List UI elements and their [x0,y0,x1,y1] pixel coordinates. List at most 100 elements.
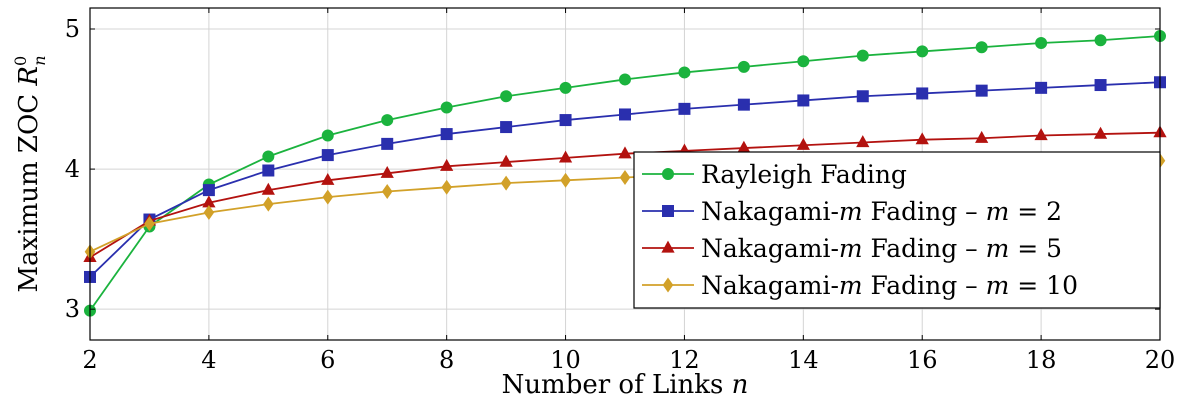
legend-label: Nakagami-m Fading – m = 10 [701,271,1078,300]
data-point [797,94,810,107]
legend-entry-3: Nakagami-m Fading – m = 5 [642,234,1062,263]
data-point [619,73,631,86]
data-point [321,149,334,162]
data-point [559,114,572,127]
legend-label-part: m [986,234,1010,263]
data-point [737,140,751,153]
data-point [797,55,810,68]
x-tick-label: 8 [439,346,454,374]
legend-label-part: = 5 [1009,234,1062,263]
legend-label-part: Nakagami- [701,234,839,263]
legend: Rayleigh Fading Nakagami-m Fading – m = 2… [633,151,1161,309]
y-axis-title: Maximum ZOC R0n [11,55,49,292]
data-point [1035,81,1048,94]
data-point [559,81,572,94]
data-point [558,150,573,163]
x-tick-label: 2 [82,346,97,374]
data-point [916,45,929,58]
x-tick-label: 16 [907,346,938,374]
x-tick-label: 20 [1145,346,1176,374]
data-point [263,196,274,212]
data-point [975,130,989,143]
data-point [916,87,929,100]
data-point [975,41,988,54]
data-point [440,158,454,171]
legend-label-part: Nakagami- [701,197,839,226]
legend-label-part: Nakagami- [701,271,839,300]
data-point [262,164,275,177]
data-point [618,146,632,159]
legend-label-part: m [839,271,863,300]
data-point [560,172,571,188]
data-point [500,121,513,134]
data-point [915,132,929,145]
x-tick-label: 10 [550,346,581,374]
data-point [1094,79,1107,92]
legend-entry-1: Rayleigh Fading [642,160,907,189]
data-point [203,205,215,220]
legend-entry-2: Nakagami-m Fading – m = 2 [642,197,1062,226]
y-tick-label: 3 [65,295,80,323]
data-point [321,172,335,185]
y-axis-title-text: Maximum ZOC [14,86,44,293]
data-point [619,108,631,121]
legend-swatch-marker [661,240,675,253]
data-point [856,135,870,148]
data-point [440,101,453,114]
y-axis-title-variable: R [14,66,44,87]
data-point [737,98,750,111]
legend-label-part: Rayleigh Fading [701,160,907,189]
data-point [737,60,750,73]
legend-swatch-marker [662,205,674,217]
data-point [1035,37,1048,50]
data-point [381,137,394,150]
x-tick-label: 4 [201,346,216,374]
data-point [381,184,393,199]
legend-label: Nakagami-m Fading – m = 2 [701,197,1062,226]
data-point [440,128,453,141]
x-tick-label: 18 [1026,346,1057,374]
legend-label-part: m [986,197,1010,226]
legend-label-part: m [839,234,863,263]
data-point [678,66,691,79]
data-point [262,150,275,163]
data-point [321,129,334,142]
legend-label: Nakagami-m Fading – m = 5 [701,234,1062,263]
x-axis-title-variable: n [732,370,749,400]
data-point [144,216,155,232]
legend-label: Rayleigh Fading [701,160,907,189]
x-tick-label: 12 [669,346,700,374]
legend-label-part: Fading – [863,197,986,226]
legend-swatch-marker [662,277,674,293]
legend-label-part: = 2 [1009,197,1062,226]
x-axis-title: Number of Links n [502,370,749,400]
data-point [856,90,869,103]
data-point [381,114,394,127]
legend-entry-4: Nakagami-m Fading – m = 10 [642,271,1078,300]
legend-label-part: Fading – [863,271,986,300]
data-point [796,137,810,150]
data-point [441,179,452,195]
legend-label-part: = 10 [1009,271,1078,300]
data-point [1034,128,1048,141]
data-point [261,182,275,195]
y-axis-title-superscript: 0 [11,56,30,66]
x-tick-label: 6 [320,346,335,374]
data-point [499,154,513,167]
y-tick-label: 4 [65,155,80,183]
y-tick-label: 5 [65,15,80,43]
data-point [975,84,988,97]
data-point [380,165,394,178]
legend-box [633,151,1161,309]
data-point [1093,126,1108,139]
data-point [619,170,631,185]
data-point [322,189,334,205]
data-point [856,49,869,62]
legend-label-part: m [839,197,863,226]
data-point [500,175,512,191]
x-tick-label: 14 [788,346,819,374]
data-point [1094,34,1107,47]
data-point [202,184,215,197]
legend-label-part: Fading – [863,234,986,263]
